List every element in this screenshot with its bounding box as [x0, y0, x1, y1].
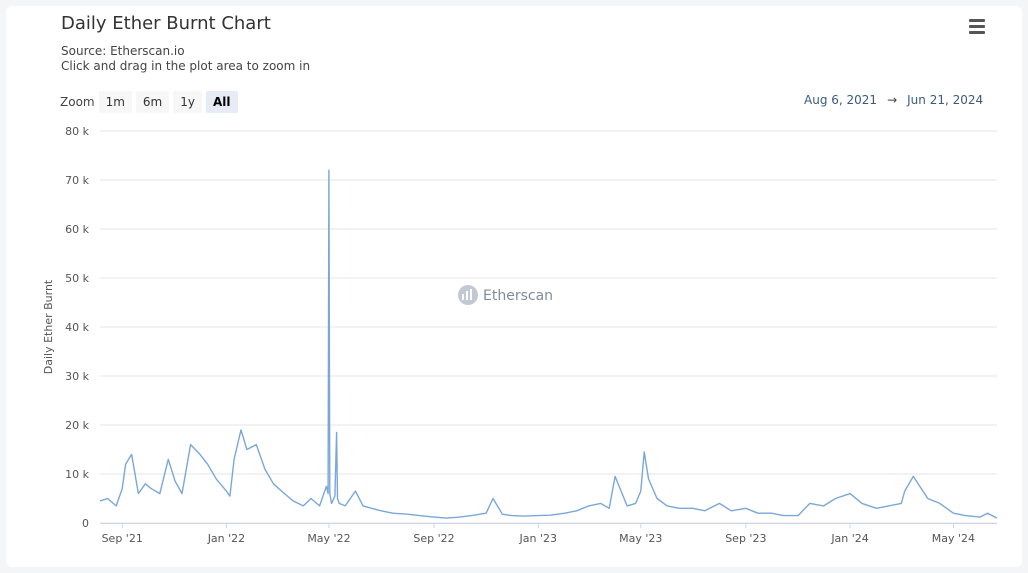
zoom-hint-text: Click and drag in the plot area to zoom …: [61, 59, 311, 73]
x-tick-label: Sep '23: [725, 532, 766, 545]
x-tick-label: Jan '22: [207, 532, 245, 545]
y-tick-label: 70 k: [65, 174, 89, 187]
x-tick-label: Jan '24: [830, 532, 868, 545]
x-tick-label: Sep '21: [102, 532, 143, 545]
chart-title: Daily Ether Burnt Chart: [61, 13, 271, 34]
zoom-all-button[interactable]: All: [206, 91, 238, 113]
date-range: Aug 6, 2021 → Jun 21, 2024: [804, 93, 983, 107]
source-text: Source: Etherscan.io: [61, 44, 185, 58]
x-tick-label: May '22: [307, 532, 350, 545]
y-tick-label: 30 k: [65, 370, 89, 383]
zoom-1y-button[interactable]: 1y: [173, 91, 202, 113]
x-axis-ticks: Sep '21 Jan '22 May '22 Sep '22 Jan '23 May '…: [102, 523, 975, 545]
x-tick-label: May '24: [932, 532, 975, 545]
zoom-1m-button[interactable]: 1m: [98, 91, 132, 113]
grid-lines: [100, 130, 997, 524]
y-axis-title: Daily Ether Burnt: [42, 279, 55, 374]
y-tick-label: 50 k: [65, 272, 89, 285]
watermark-text: Etherscan: [483, 288, 553, 304]
range-from-input[interactable]: Aug 6, 2021: [804, 93, 878, 107]
y-tick-label: 0: [82, 517, 89, 530]
y-tick-label: 40 k: [65, 321, 89, 334]
x-tick-label: Jan '23: [519, 532, 557, 545]
y-tick-label: 80 k: [65, 125, 89, 138]
series-line: [99, 169, 998, 519]
y-tick-label: 20 k: [65, 419, 89, 432]
zoom-controls: Zoom 1m 6m 1y All: [60, 91, 242, 113]
x-tick-label: Sep '22: [413, 532, 454, 545]
x-tick-label: May '23: [619, 532, 662, 545]
etherscan-logo-bars: [462, 289, 472, 300]
zoom-6m-button[interactable]: 6m: [135, 91, 170, 113]
range-to-input[interactable]: Jun 21, 2024: [907, 93, 984, 107]
y-tick-label: 60 k: [65, 223, 89, 236]
y-tick-label: 10 k: [65, 468, 89, 481]
etherscan-watermark: Etherscan: [458, 285, 553, 305]
series-points: [100, 170, 997, 518]
hamburger-menu-icon[interactable]: [966, 16, 990, 36]
chart-subtitle: Source: Etherscan.io Click and drag in t…: [61, 44, 310, 74]
range-separator: →: [887, 93, 898, 107]
y-axis-ticks: 0 10 k 20 k 30 k 40 k 50 k 60 k 70 k 80 k: [65, 125, 89, 530]
zoom-label: Zoom: [60, 95, 95, 109]
